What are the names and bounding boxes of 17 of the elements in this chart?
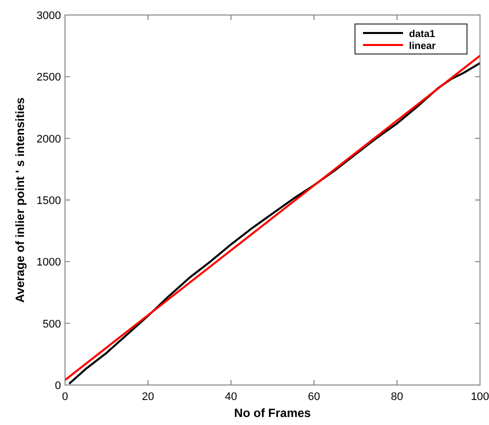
legend-label: linear	[409, 41, 436, 52]
y-tick-label: 0	[54, 380, 61, 392]
x-tick-label: 60	[308, 391, 320, 403]
x-tick-label: 0	[62, 391, 68, 403]
x-tick-label: 80	[390, 391, 404, 403]
legend-label: data1	[409, 29, 436, 40]
y-tick-label: 2500	[36, 72, 61, 84]
x-tick-label: 100	[470, 391, 489, 403]
y-tick-label: 2000	[36, 133, 61, 146]
y-tick-label: 1000	[36, 256, 61, 269]
x-tick-label: 20	[142, 391, 154, 403]
y-axis-title: Average of inlier point ' s intensities	[13, 97, 27, 303]
x-axis-title: No of Frames	[234, 406, 312, 420]
y-tick-label: 500	[42, 318, 61, 330]
y-tick-label: 3000	[36, 10, 61, 22]
x-tick-label: 40	[224, 391, 238, 403]
y-tick-label: 1500	[36, 195, 61, 207]
